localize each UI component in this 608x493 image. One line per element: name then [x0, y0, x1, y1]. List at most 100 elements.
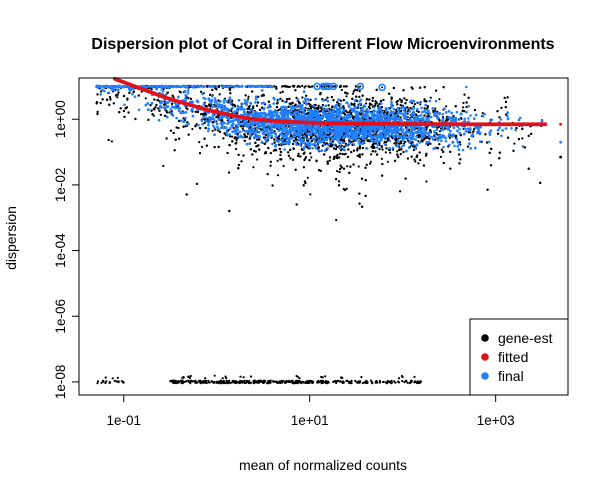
gene-est-point	[263, 142, 266, 145]
gene-est-point	[309, 193, 312, 196]
gene-est-point	[375, 88, 378, 91]
gene-est-point	[371, 143, 374, 146]
gene-est-point	[340, 149, 343, 152]
gene-est-point	[317, 146, 320, 149]
gene-est-point	[239, 125, 242, 128]
gene-est-point	[269, 160, 272, 163]
gene-est-point	[335, 145, 338, 148]
gene-est-point	[170, 102, 174, 105]
gene-est-point	[506, 96, 509, 99]
gene-est-point	[370, 145, 373, 148]
gene-est-point	[398, 132, 401, 135]
gene-est-point	[404, 102, 407, 105]
gene-est-point	[352, 163, 355, 166]
gene-est-point	[360, 177, 364, 180]
gene-est-point	[328, 156, 332, 159]
gene-est-point	[301, 96, 304, 99]
gene-est-point	[346, 92, 349, 95]
gene-est-point	[222, 137, 225, 140]
gene-est-point	[337, 184, 341, 187]
gene-est-point	[116, 96, 119, 99]
gene-est-point	[406, 112, 409, 115]
gene-est-point	[295, 138, 298, 141]
gene-est-point	[246, 107, 249, 111]
gene-est-point	[334, 147, 338, 151]
gene-est-point	[465, 105, 468, 109]
gene-est-point	[410, 144, 413, 147]
gene-est-point	[243, 139, 246, 142]
gene-est-point	[410, 86, 413, 89]
gene-est-point	[436, 133, 439, 136]
gene-est-point	[417, 162, 420, 165]
gene-est-point	[262, 94, 265, 97]
y-axis-label: dispersion	[3, 206, 19, 270]
gene-est-point	[282, 164, 285, 168]
gene-est-point	[228, 143, 231, 147]
gene-est-point	[112, 102, 115, 105]
gene-est-point	[498, 151, 501, 154]
gene-est-point	[117, 91, 120, 94]
gene-est-point	[414, 160, 417, 163]
gene-est-point	[279, 158, 282, 161]
gene-est-point	[527, 167, 530, 170]
gene-est-point	[345, 95, 348, 98]
gene-est-point	[134, 117, 137, 121]
gene-est-point	[245, 135, 248, 138]
gene-est-point	[177, 126, 180, 130]
gene-est-point	[416, 101, 419, 104]
gene-est-point	[402, 89, 405, 92]
gene-est-point	[304, 156, 307, 159]
gene-est-point	[435, 89, 438, 92]
gene-est-point	[448, 136, 451, 139]
gene-est-point	[276, 159, 279, 162]
gene-est-point	[369, 160, 372, 163]
gene-est-point	[339, 164, 342, 167]
chart-title: Dispersion plot of Coral in Different Fl…	[91, 36, 554, 53]
gene-est-point	[303, 158, 306, 162]
gene-est-point	[165, 137, 168, 140]
gene-est-point	[230, 109, 233, 113]
gene-est-point	[281, 90, 284, 93]
gene-est-point	[96, 93, 99, 96]
gene-est-point	[343, 145, 346, 148]
gene-est-point	[364, 194, 367, 197]
gene-est-point	[252, 166, 255, 169]
gene-est-point	[204, 126, 207, 130]
gene-est-point	[151, 113, 154, 116]
gene-est-point	[336, 153, 339, 156]
gene-est-point	[486, 188, 489, 191]
gene-est-point	[333, 157, 336, 160]
gene-est-point	[339, 152, 342, 155]
gene-est-point	[530, 132, 533, 135]
gene-est-point	[277, 143, 281, 146]
gene-est-point	[371, 150, 374, 153]
gene-est-point	[372, 145, 375, 149]
gene-est-point	[247, 97, 250, 100]
gene-est-point	[171, 94, 174, 97]
gene-est-point	[351, 97, 354, 100]
gene-est-point	[364, 166, 367, 169]
gene-est-point	[187, 97, 190, 100]
gene-est-point	[126, 97, 129, 100]
gene-est-point	[315, 107, 318, 110]
gene-est-point	[288, 102, 291, 105]
gene-est-point	[335, 178, 338, 181]
gene-est-point	[375, 101, 378, 104]
gene-est-point	[342, 107, 345, 110]
gene-est-point	[352, 149, 356, 152]
gene-est-point	[289, 157, 292, 160]
gene-est-point	[256, 101, 260, 104]
gene-est-point	[521, 127, 524, 130]
gene-est-point	[403, 97, 406, 100]
gene-est-point	[396, 103, 399, 106]
gene-est-point	[108, 96, 112, 99]
gene-est-point	[217, 145, 220, 148]
gene-est-point	[346, 165, 349, 168]
gene-est-point	[527, 134, 530, 137]
gene-est-point	[318, 169, 321, 172]
gene-est-point	[258, 148, 261, 151]
gene-est-point	[498, 157, 501, 160]
gene-est-point	[310, 106, 313, 109]
gene-est-point	[208, 104, 211, 107]
gene-est-point	[324, 98, 327, 101]
